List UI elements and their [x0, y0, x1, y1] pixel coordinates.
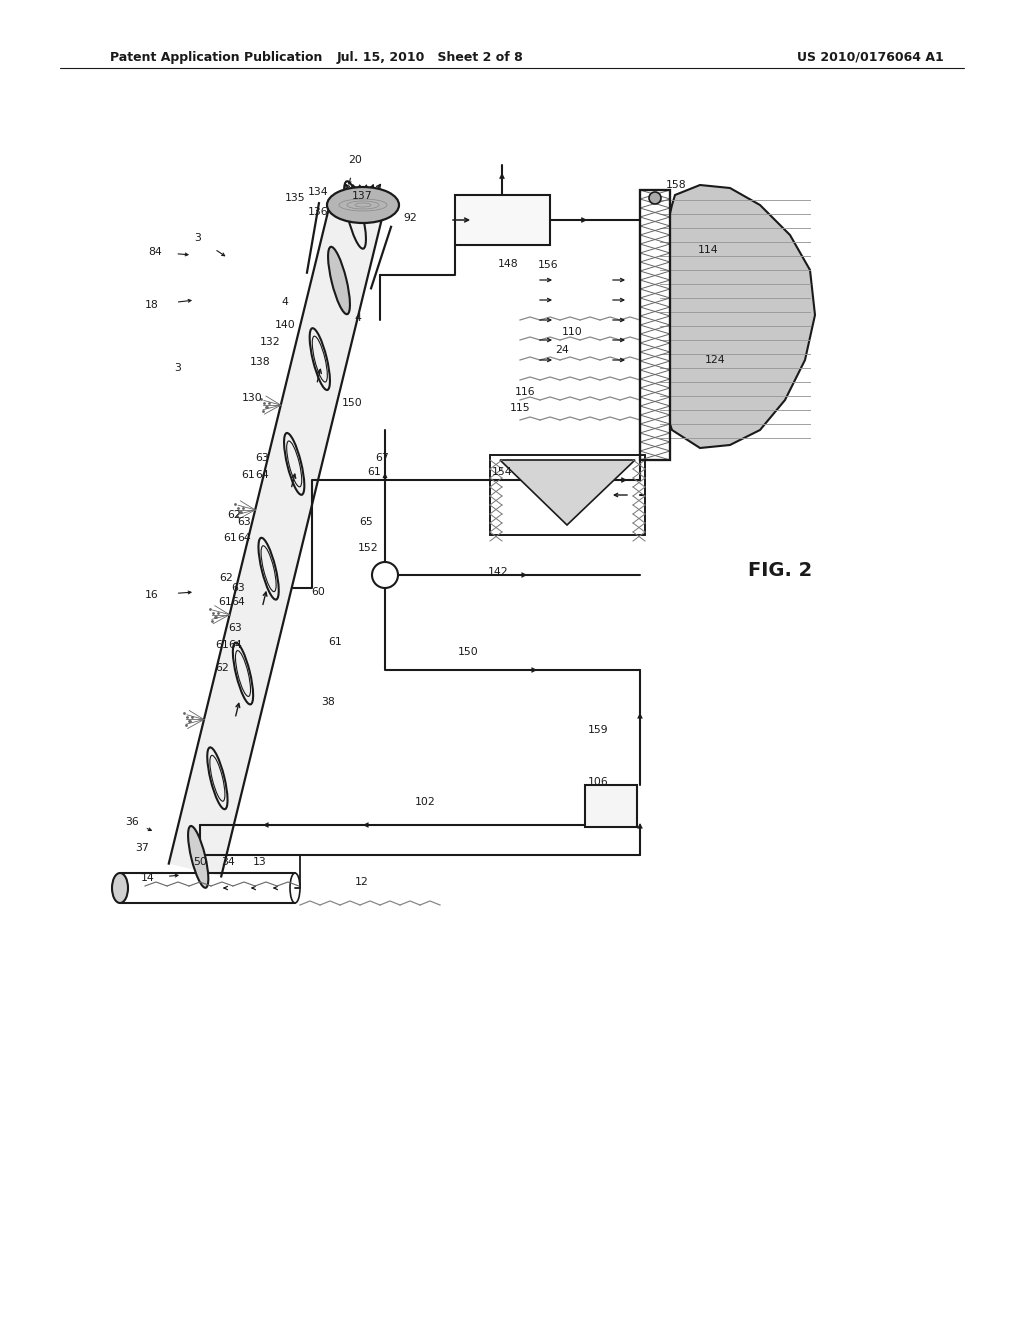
Text: 34: 34 [221, 857, 234, 867]
Text: 92: 92 [403, 213, 417, 223]
Text: 61: 61 [241, 470, 255, 480]
Text: 152: 152 [357, 543, 378, 553]
Text: 16: 16 [145, 590, 159, 601]
Text: 154: 154 [492, 467, 512, 477]
Text: 110: 110 [561, 327, 583, 337]
Text: 65: 65 [359, 517, 373, 527]
Text: 14: 14 [141, 873, 155, 883]
Text: 64: 64 [228, 640, 242, 649]
Text: 138: 138 [250, 356, 270, 367]
Text: 60: 60 [311, 587, 325, 597]
Bar [455, 195, 550, 246]
Text: 102: 102 [415, 797, 435, 807]
Text: 115: 115 [510, 403, 530, 413]
Text: 50: 50 [194, 857, 207, 867]
Bar [640, 190, 670, 459]
Text: 3: 3 [195, 234, 202, 243]
Text: 61: 61 [218, 597, 231, 607]
Text: 38: 38 [322, 697, 335, 708]
Text: 36: 36 [125, 817, 139, 828]
Text: 124: 124 [705, 355, 725, 366]
Text: 63: 63 [231, 583, 245, 593]
Text: 84: 84 [148, 247, 162, 257]
Ellipse shape [327, 187, 399, 223]
Polygon shape [169, 209, 381, 876]
Text: 159: 159 [588, 725, 608, 735]
Text: 106: 106 [588, 777, 608, 787]
Text: 158: 158 [666, 180, 686, 190]
Text: 116: 116 [515, 387, 536, 397]
Text: 134: 134 [307, 187, 329, 197]
Text: 64: 64 [238, 533, 251, 543]
Text: 61: 61 [368, 467, 381, 477]
Polygon shape [655, 185, 815, 447]
Text: 61: 61 [223, 533, 237, 543]
Text: 61: 61 [215, 640, 229, 649]
Bar [490, 455, 645, 535]
Text: 132: 132 [260, 337, 281, 347]
Text: 12: 12 [355, 876, 369, 887]
Text: 63: 63 [228, 623, 242, 634]
Text: US 2010/0176064 A1: US 2010/0176064 A1 [797, 50, 943, 63]
Text: 150: 150 [342, 399, 362, 408]
Ellipse shape [328, 247, 350, 314]
Text: 140: 140 [274, 319, 295, 330]
Circle shape [649, 191, 662, 205]
Text: 18: 18 [145, 300, 159, 310]
Text: 150: 150 [458, 647, 478, 657]
Text: 114: 114 [697, 246, 718, 255]
Text: 137: 137 [351, 191, 373, 201]
Text: 63: 63 [255, 453, 269, 463]
Text: Patent Application Publication: Patent Application Publication [110, 50, 323, 63]
Text: 63: 63 [238, 517, 251, 527]
Text: 135: 135 [285, 193, 305, 203]
Polygon shape [500, 459, 635, 525]
Text: 67: 67 [375, 453, 389, 463]
Text: Jul. 15, 2010   Sheet 2 of 8: Jul. 15, 2010 Sheet 2 of 8 [337, 50, 523, 63]
Text: FIG. 2: FIG. 2 [748, 561, 812, 579]
Text: 130: 130 [242, 393, 262, 403]
Ellipse shape [112, 873, 128, 903]
Text: 62: 62 [215, 663, 229, 673]
Text: 20: 20 [348, 154, 361, 165]
Text: 148: 148 [498, 259, 518, 269]
Text: 62: 62 [227, 510, 241, 520]
Ellipse shape [188, 826, 208, 888]
Text: 24: 24 [555, 345, 569, 355]
Text: 62: 62 [219, 573, 232, 583]
Bar [640, 190, 670, 459]
Text: 3: 3 [174, 363, 181, 374]
Text: 13: 13 [253, 857, 267, 867]
Text: 37: 37 [135, 843, 148, 853]
Text: 4: 4 [354, 313, 361, 323]
Circle shape [372, 562, 398, 587]
Text: 4: 4 [282, 297, 289, 308]
Text: 61: 61 [328, 638, 342, 647]
Text: 64: 64 [255, 470, 269, 480]
Bar [585, 785, 637, 828]
Text: 64: 64 [231, 597, 245, 607]
Text: 142: 142 [487, 568, 508, 577]
Text: 136: 136 [307, 207, 329, 216]
Text: 156: 156 [538, 260, 558, 271]
